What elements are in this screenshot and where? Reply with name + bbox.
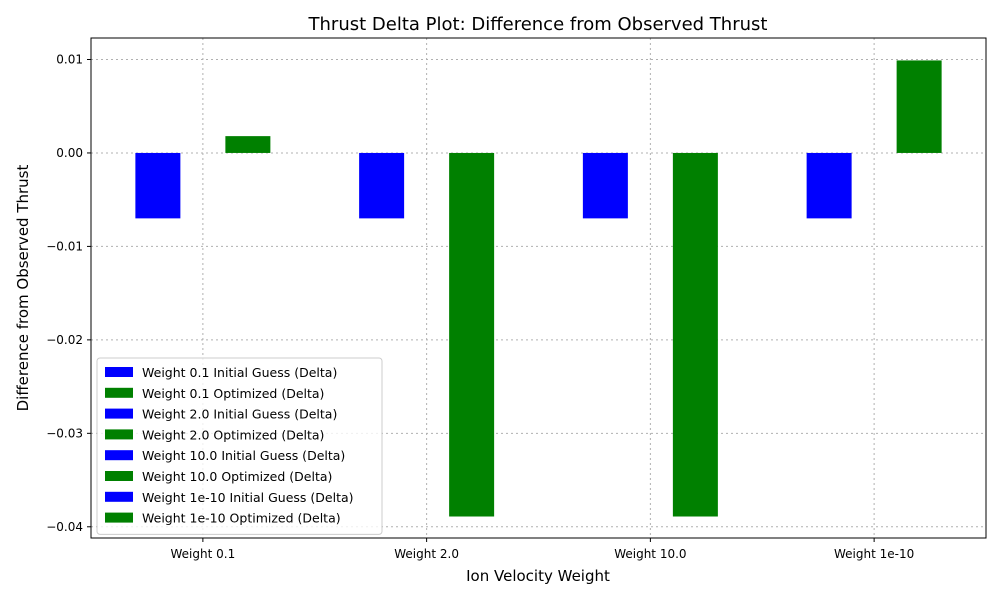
y-tick-label: −0.03 — [46, 426, 83, 440]
bar-optimized — [449, 152, 495, 517]
legend-label: Weight 10.0 Optimized (Delta) — [142, 469, 332, 484]
y-tick-label: 0.00 — [56, 146, 83, 160]
legend-box — [96, 357, 383, 535]
y-tick-label: 0.01 — [56, 52, 83, 66]
legend-label: Weight 1e-10 Optimized (Delta) — [142, 511, 341, 526]
y-tick-label: −0.04 — [46, 520, 83, 534]
legend: Weight 0.1 Initial Guess (Delta) Weight 0… — [96, 357, 383, 535]
legend-swatch — [105, 367, 133, 377]
x-tick-label: Weight 2.0 — [394, 547, 459, 561]
y-tick-label: −0.01 — [46, 239, 83, 253]
y-axis-title: Difference from Observed Thrust — [14, 165, 32, 412]
bar-optimized — [225, 136, 271, 153]
legend-label: Weight 2.0 Optimized (Delta) — [142, 427, 324, 442]
x-axis-title: Ion Velocity Weight — [466, 567, 610, 585]
legend-swatch — [105, 491, 133, 502]
legend-swatch — [105, 387, 133, 398]
x-tick-label: Weight 10.0 — [614, 547, 686, 561]
bar-initial — [135, 152, 181, 219]
y-axis-ticks: −0.04 −0.03 −0.02 −0.01 0.00 0.01 — [46, 52, 91, 534]
x-axis-ticks: Weight 0.1 Weight 2.0 Weight 10.0 Weight 1e… — [171, 538, 914, 561]
chart-title: Thrust Delta Plot: Difference from Obser… — [308, 14, 768, 35]
legend-swatch — [105, 471, 133, 481]
x-tick-label: Weight 0.1 — [171, 547, 236, 561]
plot-frame — [90, 37, 987, 539]
bar-optimized — [672, 152, 718, 517]
legend-label: Weight 0.1 Optimized (Delta) — [142, 386, 324, 401]
y-tick-label: −0.02 — [46, 333, 83, 347]
x-tick-label: Weight 1e-10 — [834, 547, 914, 561]
legend-swatch — [105, 450, 133, 461]
legend-label: Weight 2.0 Initial Guess (Delta) — [142, 407, 337, 422]
bar-optimized — [896, 60, 942, 153]
legend-swatch — [105, 408, 133, 419]
bar-initial — [359, 152, 405, 219]
legend-label: Weight 0.1 Initial Guess (Delta) — [142, 365, 337, 380]
legend-label: Weight 10.0 Initial Guess (Delta) — [142, 448, 345, 463]
bars — [135, 60, 942, 517]
bar-initial — [806, 152, 852, 219]
legend-label: Weight 1e-10 Initial Guess (Delta) — [142, 490, 354, 505]
bar-initial — [582, 152, 628, 219]
legend-swatch — [105, 512, 133, 523]
legend-swatch — [105, 429, 133, 440]
